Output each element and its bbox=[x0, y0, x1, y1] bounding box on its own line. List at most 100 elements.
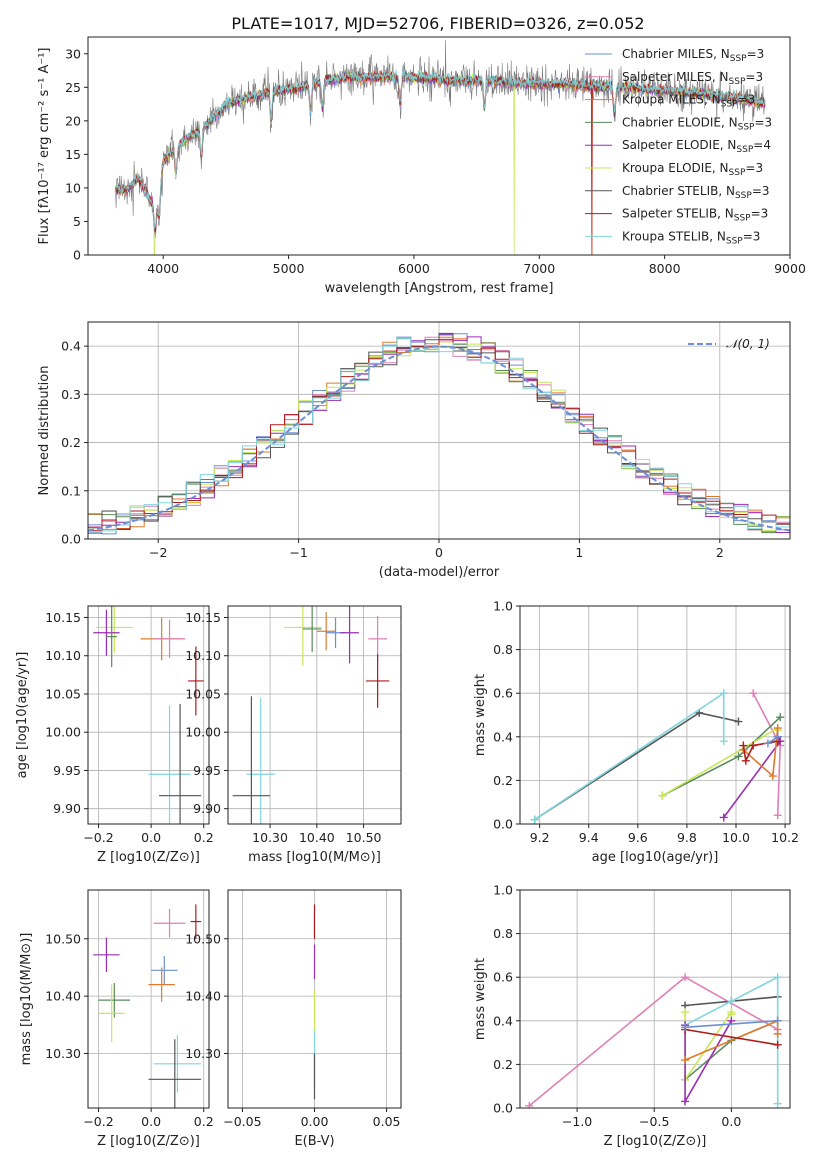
legend-entry: Salpeter MILES, NSSP=3 bbox=[622, 70, 763, 87]
x-tick-label: −1 bbox=[289, 545, 307, 560]
histogram-kroupa-stelib bbox=[88, 337, 790, 533]
y-tick-label: 0.4 bbox=[493, 1013, 513, 1028]
y-tick-label: 10.10 bbox=[185, 648, 221, 663]
point-chabrier-elodie bbox=[106, 606, 117, 668]
axes-frame bbox=[227, 889, 402, 1109]
axes-frame bbox=[87, 36, 791, 256]
point-salpeter-stelib bbox=[190, 904, 202, 939]
y-tick-label: 9.95 bbox=[53, 763, 81, 778]
y-tick-label: 0.4 bbox=[493, 729, 513, 744]
weight-line-salpeter-stelib bbox=[684, 1028, 778, 1046]
point-kroupa-stelib bbox=[148, 705, 191, 824]
y-tick-label: 0.2 bbox=[61, 435, 81, 450]
point-salpeter-elodie bbox=[340, 606, 359, 664]
point-salpeter-stelib bbox=[187, 646, 204, 716]
y-tick-label: 0.2 bbox=[493, 1057, 513, 1072]
y-tick-label: 0.8 bbox=[493, 642, 513, 657]
x-tick-label: 9000 bbox=[774, 261, 806, 276]
y-tick-label: 10.00 bbox=[45, 725, 81, 740]
x-axis-label: Z [log10(Z/Z⊙)] bbox=[604, 1134, 707, 1149]
legend-entry: Chabrier STELIB, NSSP=3 bbox=[622, 184, 770, 201]
panel-weight_vs_age: 9.2 9.4 9.6 9.8 10.0 10.2 0.0 0.2 0.4 0.6 0.8 1.0 ag… bbox=[473, 599, 799, 866]
plot-area-residuals bbox=[88, 332, 790, 539]
x-tick-label: 9.4 bbox=[579, 830, 599, 845]
x-axis-label: (data-model)/error bbox=[379, 565, 500, 580]
y-tick-label: 0.6 bbox=[493, 686, 513, 701]
legend-entry: Kroupa STELIB, NSSP=3 bbox=[622, 229, 760, 246]
y-tick-label: 0.1 bbox=[61, 483, 81, 498]
y-tick-label: 0.4 bbox=[61, 339, 81, 354]
point-kroupa-miles bbox=[316, 612, 336, 651]
weight-marker bbox=[681, 973, 690, 982]
weight-marker bbox=[530, 815, 539, 824]
charts: 4000 5000 6000 7000 8000 9000051015202530wave… bbox=[15, 36, 806, 1149]
x-tick-label: 5000 bbox=[273, 261, 305, 276]
weight-marker bbox=[681, 1097, 690, 1106]
legend-entry: Chabrier MILES, NSSP=3 bbox=[622, 47, 764, 64]
panel-mass_vs_Z: −0.2 0.0 0.2 10.30 10.40 10.50 Z [log10(Z/Z⊙)]… bbox=[19, 889, 214, 1149]
weight-marker bbox=[773, 973, 782, 982]
weight-marker bbox=[773, 811, 782, 820]
x-tick-label: 0.2 bbox=[194, 830, 214, 845]
x-tick-label: −1.0 bbox=[562, 1114, 592, 1129]
point-chabrier-miles bbox=[151, 955, 178, 985]
axes-frame bbox=[519, 889, 791, 1109]
weight-marker bbox=[776, 713, 785, 722]
y-tick-label: 10.05 bbox=[185, 686, 221, 701]
legend-entry: Kroupa MILES, NSSP=3 bbox=[622, 93, 755, 110]
y-axis-label: mass weight bbox=[473, 958, 488, 1040]
y-tick-label: 1.0 bbox=[493, 883, 513, 898]
y-tick-label: 10.10 bbox=[45, 648, 81, 663]
y-tick-label: 0.2 bbox=[493, 773, 513, 788]
weight-line-chabrier-stelib bbox=[534, 711, 739, 821]
x-tick-label: 0.2 bbox=[194, 1114, 214, 1129]
plot-area-spectrum bbox=[115, 39, 766, 255]
weight-marker bbox=[658, 791, 667, 800]
y-tick-label: 10.50 bbox=[185, 931, 221, 946]
legend-entry: Salpeter STELIB, NSSP=3 bbox=[622, 207, 768, 224]
axes-frame bbox=[227, 605, 402, 825]
y-tick-label: 10.15 bbox=[185, 610, 221, 625]
y-tick-label: 0.0 bbox=[493, 817, 513, 832]
y-tick-label: 5 bbox=[73, 214, 81, 229]
y-tick-label: 0.3 bbox=[61, 387, 81, 402]
x-tick-label: 0.0 bbox=[141, 830, 161, 845]
x-axis-label: Z [log10(Z/Z⊙)] bbox=[97, 1134, 200, 1149]
y-tick-label: 0.8 bbox=[493, 926, 513, 941]
weight-marker bbox=[681, 1056, 690, 1065]
x-tick-label: 1 bbox=[575, 545, 583, 560]
weight-marker bbox=[719, 689, 728, 698]
legend-entry: Salpeter ELODIE, NSSP=4 bbox=[622, 138, 771, 155]
y-tick-label: 10.00 bbox=[185, 725, 221, 740]
weight-marker bbox=[734, 717, 743, 726]
axes-frame bbox=[519, 605, 791, 825]
x-tick-label: 9.6 bbox=[628, 830, 648, 845]
y-tick-label: 10.05 bbox=[45, 686, 81, 701]
panel-weight_vs_Z: −1.0 −0.5 0.0 0.0 0.2 0.4 0.6 0.8 1.0 Z [log10(Z/… bbox=[473, 883, 791, 1149]
panel-mass_vs_ebv: −0.05 0.00 0.05 10.30 10.40 10.50 E(B-V) bbox=[185, 889, 402, 1149]
legend-entry: Kroupa ELODIE, NSSP=3 bbox=[622, 161, 763, 178]
weight-marker bbox=[773, 1029, 782, 1038]
weight-line-kroupa-stelib bbox=[684, 975, 779, 1104]
panel-age_vs_Z: −0.2 0.0 0.2 9.90 9.95 10.00 10.05 10.10 10.15 Z … bbox=[15, 605, 214, 865]
spectrum-legend: Chabrier MILES, NSSP=3 Salpeter MILES, NS… bbox=[585, 47, 772, 246]
y-tick-label: 15 bbox=[65, 147, 81, 162]
weight-line-chabrier-elodie bbox=[662, 716, 781, 797]
x-tick-label: −0.2 bbox=[83, 1114, 113, 1129]
axes-frame bbox=[87, 889, 210, 1109]
point-chabrier-elodie bbox=[302, 606, 322, 652]
weight-marker bbox=[727, 997, 736, 1006]
y-tick-label: 1.0 bbox=[493, 599, 513, 614]
y-tick-label: 10.50 bbox=[45, 931, 81, 946]
plot-area-weight_vs_age bbox=[530, 689, 785, 824]
weight-line-kroupa-stelib bbox=[534, 691, 725, 821]
x-axis-label: mass [log10(M/M⊙)] bbox=[248, 850, 381, 865]
y-tick-label: 10.30 bbox=[45, 1046, 81, 1061]
y-tick-label: 9.95 bbox=[193, 763, 221, 778]
weight-marker bbox=[734, 752, 743, 761]
plot-area-mass_vs_Z bbox=[93, 904, 202, 1108]
weight-marker bbox=[773, 1016, 782, 1025]
x-tick-label: 0.0 bbox=[721, 1114, 741, 1129]
x-tick-label: −0.05 bbox=[223, 1114, 261, 1129]
